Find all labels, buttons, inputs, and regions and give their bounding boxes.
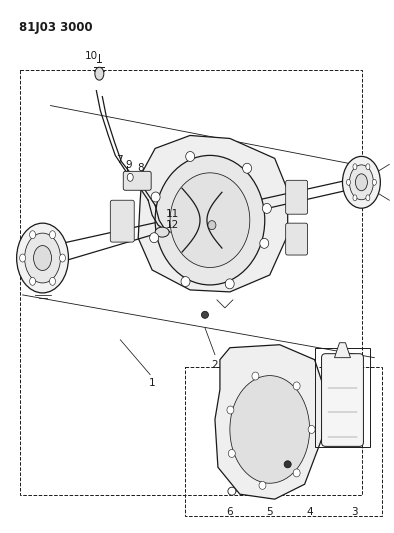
Ellipse shape: [349, 165, 374, 200]
Ellipse shape: [155, 156, 265, 285]
Ellipse shape: [30, 231, 35, 239]
Ellipse shape: [353, 164, 357, 169]
Text: 2: 2: [212, 360, 218, 370]
Text: 12: 12: [165, 220, 179, 230]
Ellipse shape: [151, 192, 160, 202]
Ellipse shape: [208, 221, 216, 230]
Ellipse shape: [59, 254, 65, 262]
Text: 3: 3: [351, 507, 358, 517]
Ellipse shape: [243, 163, 252, 173]
Ellipse shape: [228, 487, 236, 495]
Ellipse shape: [155, 227, 169, 237]
Ellipse shape: [372, 179, 376, 185]
Ellipse shape: [366, 164, 370, 169]
FancyBboxPatch shape: [322, 354, 363, 446]
Ellipse shape: [293, 382, 300, 390]
Text: 10: 10: [85, 51, 98, 61]
Text: 9: 9: [125, 160, 132, 171]
Ellipse shape: [30, 277, 35, 285]
Bar: [20, 70, 362, 495]
Ellipse shape: [150, 233, 159, 243]
Text: 4: 4: [306, 507, 313, 517]
Polygon shape: [335, 343, 350, 358]
Ellipse shape: [346, 179, 350, 185]
FancyBboxPatch shape: [110, 200, 134, 242]
Ellipse shape: [230, 376, 310, 483]
Ellipse shape: [127, 173, 133, 181]
Ellipse shape: [186, 151, 195, 161]
Ellipse shape: [355, 174, 367, 191]
Ellipse shape: [229, 449, 235, 457]
Ellipse shape: [342, 156, 380, 208]
Text: 11: 11: [165, 209, 179, 219]
Ellipse shape: [33, 246, 52, 270]
Ellipse shape: [262, 204, 271, 213]
Ellipse shape: [260, 238, 269, 248]
Text: 8: 8: [137, 163, 143, 173]
Ellipse shape: [225, 279, 234, 289]
Ellipse shape: [284, 461, 291, 468]
Ellipse shape: [252, 372, 259, 380]
Polygon shape: [138, 135, 288, 292]
Ellipse shape: [293, 469, 300, 477]
FancyBboxPatch shape: [286, 223, 308, 255]
Ellipse shape: [95, 67, 104, 80]
Ellipse shape: [50, 231, 56, 239]
FancyBboxPatch shape: [286, 180, 308, 214]
Ellipse shape: [170, 173, 250, 268]
Ellipse shape: [20, 254, 26, 262]
Text: 6: 6: [227, 507, 233, 517]
Bar: [314, 348, 370, 447]
Ellipse shape: [259, 481, 266, 489]
Ellipse shape: [308, 425, 315, 433]
FancyBboxPatch shape: [123, 171, 151, 190]
Ellipse shape: [366, 195, 370, 201]
Text: 5: 5: [266, 507, 273, 517]
Ellipse shape: [17, 223, 69, 293]
Ellipse shape: [50, 277, 56, 285]
Ellipse shape: [181, 277, 190, 287]
Bar: [185, 367, 381, 516]
Polygon shape: [215, 345, 325, 499]
Ellipse shape: [227, 406, 234, 414]
Ellipse shape: [201, 311, 208, 318]
Ellipse shape: [24, 233, 61, 283]
Text: 1: 1: [149, 377, 156, 387]
Text: 7: 7: [116, 156, 123, 165]
Text: 81J03 3000: 81J03 3000: [19, 21, 92, 34]
Ellipse shape: [353, 195, 357, 201]
